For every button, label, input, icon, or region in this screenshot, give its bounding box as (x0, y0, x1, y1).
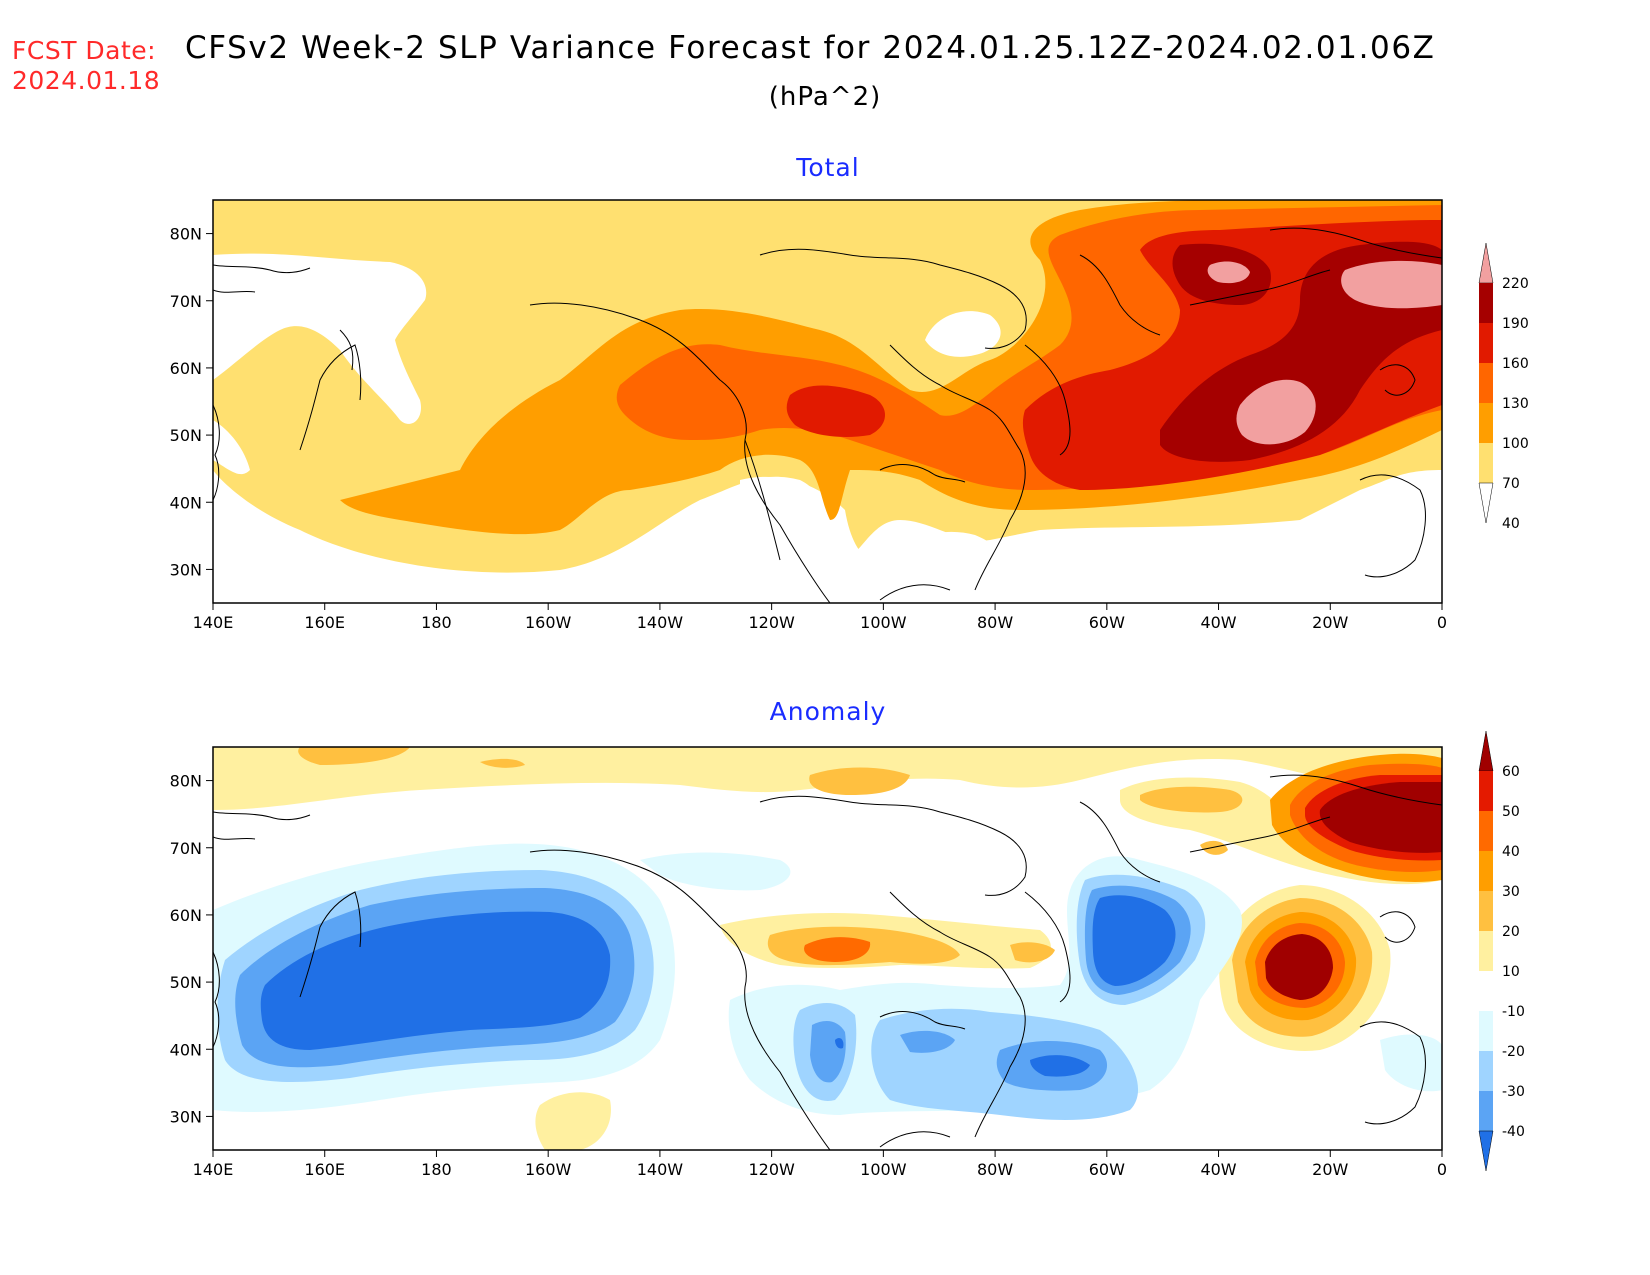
colorbar-label: 30 (1502, 884, 1520, 900)
units-label: (hPa^2) (768, 82, 882, 112)
colorbar-top-triangle (1478, 242, 1494, 284)
colorbar-label: 100 (1502, 436, 1529, 452)
total-contour-fill (213, 200, 1442, 603)
colorbar-segment (1479, 811, 1493, 851)
lon-tick-label: 160W (525, 613, 572, 632)
lat-tick-label: 70N (170, 839, 202, 858)
lat-tick-label: 30N (170, 560, 202, 579)
colorbar-segment (1479, 1011, 1493, 1051)
colorbar-label: -30 (1502, 1084, 1525, 1100)
colorbar-segment (1479, 323, 1493, 363)
total-panel-title: Total (796, 153, 860, 182)
lon-tick-label: 120W (748, 613, 795, 632)
colorbar-bottom-triangle (1478, 482, 1494, 524)
anomaly-panel-title: Anomaly (769, 697, 887, 726)
anomaly-contour-fill (213, 747, 1442, 1150)
anomaly-colorbar: 60 50 40 30 20 10 -10 -20 -30 -40 (1478, 730, 1525, 1172)
total-coastlines (213, 227, 1442, 603)
lon-tick-label: 20W (1312, 613, 1348, 632)
anomaly-map (213, 747, 1442, 1150)
lat-tick-label: 50N (170, 973, 202, 992)
lat-tick-label: 30N (170, 1107, 202, 1126)
colorbar-label: 50 (1502, 804, 1520, 820)
total-colorbar: 220 190 160 130 100 70 40 (1478, 242, 1529, 532)
anomaly-coastlines (213, 774, 1442, 1150)
colorbar-segment (1479, 403, 1493, 443)
colorbar-label: 70 (1502, 476, 1520, 492)
total-map-frame (212, 199, 1443, 604)
colorbar-label: -40 (1502, 1124, 1525, 1140)
page-title: CFSv2 Week-2 SLP Variance Forecast for 2… (185, 30, 1436, 66)
colorbar-label: 40 (1502, 516, 1520, 532)
colorbar-segment (1479, 851, 1493, 891)
lon-tick-label: 40W (1200, 1160, 1236, 1179)
lon-tick-label: 100W (860, 1160, 907, 1179)
colorbar-label: 130 (1502, 396, 1529, 412)
lon-tick-label: 140W (637, 613, 684, 632)
colorbar-segment (1479, 971, 1493, 1011)
lon-tick-label: 180 (421, 613, 452, 632)
lat-tick-label: 40N (170, 493, 202, 512)
anomaly-map-frame (212, 746, 1443, 1151)
colorbar-segment (1479, 891, 1493, 931)
colorbar-segment (1479, 443, 1493, 483)
colorbar-label: 60 (1502, 764, 1520, 780)
lon-tick-label: 0 (1437, 613, 1447, 632)
colorbar-segment (1479, 771, 1493, 811)
lon-tick-label: 40W (1200, 613, 1236, 632)
colorbar-label: -10 (1502, 1004, 1525, 1020)
lon-tick-label: 140E (193, 1160, 234, 1179)
colorbar-segment (1479, 1091, 1493, 1131)
lon-tick-label: 160E (304, 613, 345, 632)
colorbar-segment (1479, 363, 1493, 403)
total-map (213, 200, 1442, 603)
lon-tick-label: 60W (1089, 613, 1125, 632)
lon-tick-label: 100W (860, 613, 907, 632)
forecast-date-label: FCST Date: 2024.01.18 (12, 36, 160, 96)
anomaly-axes: 80N 70N 60N 50N 40N 30N 140E 160E 180 160W 140W 120… (170, 772, 1447, 1179)
lat-tick-label: 60N (170, 359, 202, 378)
colorbar-label: 20 (1502, 924, 1520, 940)
lat-tick-label: 70N (170, 292, 202, 311)
fcst-date-caption: FCST Date: (12, 36, 157, 65)
lat-tick-label: 60N (170, 906, 202, 925)
lon-tick-label: 140E (193, 613, 234, 632)
colorbar-segment (1479, 1051, 1493, 1091)
lon-tick-label: 160E (304, 1160, 345, 1179)
colorbar-label: 160 (1502, 356, 1529, 372)
colorbar-segment (1479, 931, 1493, 971)
lon-tick-label: 160W (525, 1160, 572, 1179)
lon-tick-label: 80W (977, 613, 1013, 632)
lon-tick-label: 80W (977, 1160, 1013, 1179)
fcst-date-value: 2024.01.18 (12, 66, 161, 95)
lon-tick-label: 60W (1089, 1160, 1125, 1179)
lon-tick-label: 20W (1312, 1160, 1348, 1179)
colorbar-label: 220 (1502, 276, 1529, 292)
lon-tick-label: 180 (421, 1160, 452, 1179)
lat-tick-label: 80N (170, 772, 202, 791)
colorbar-label: 190 (1502, 316, 1529, 332)
lat-tick-label: 40N (170, 1040, 202, 1059)
lon-tick-label: 140W (637, 1160, 684, 1179)
colorbar-bottom-triangle (1478, 1130, 1494, 1172)
colorbar-label: 40 (1502, 844, 1520, 860)
colorbar-top-triangle (1478, 730, 1494, 772)
lat-tick-label: 80N (170, 225, 202, 244)
lon-tick-label: 120W (748, 1160, 795, 1179)
total-axes: 80N 70N 60N 50N 40N 30N 140E 160E 180 160W 140W 120… (170, 225, 1447, 632)
lat-tick-label: 50N (170, 426, 202, 445)
colorbar-segment (1479, 283, 1493, 323)
colorbar-label: -20 (1502, 1044, 1525, 1060)
lon-tick-label: 0 (1437, 1160, 1447, 1179)
colorbar-label: 10 (1502, 964, 1520, 980)
